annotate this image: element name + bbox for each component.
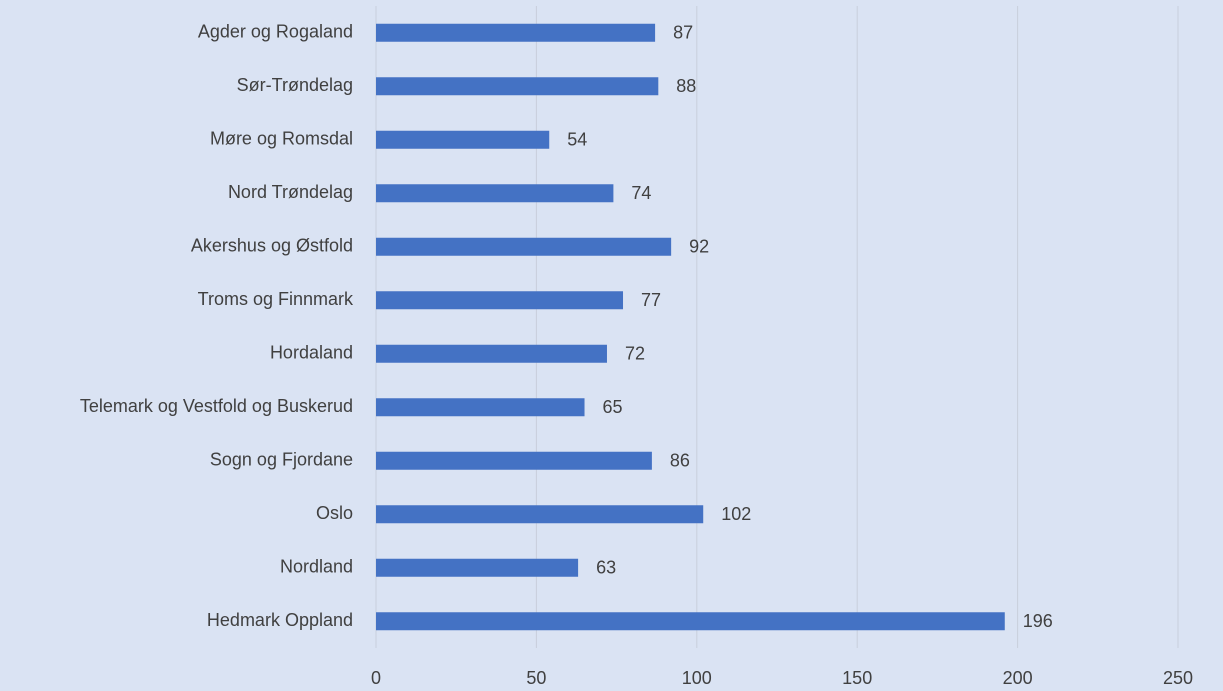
y-tick-label: Telemark og Vestfold og Buskerud xyxy=(80,396,353,416)
y-tick-label: Sør-Trøndelag xyxy=(237,75,353,95)
bar xyxy=(376,23,656,42)
x-tick-label: 0 xyxy=(371,668,381,688)
y-tick-label: Hedmark Oppland xyxy=(207,610,353,630)
x-tick-label: 50 xyxy=(526,668,546,688)
bar xyxy=(376,344,607,363)
bar xyxy=(376,612,1005,631)
bar xyxy=(376,291,624,310)
data-label: 65 xyxy=(603,397,623,417)
y-tick-label: Troms og Finnmark xyxy=(198,289,354,309)
data-label: 86 xyxy=(670,451,690,471)
y-tick-label: Nord Trøndelag xyxy=(228,182,353,202)
data-label: 54 xyxy=(567,130,587,150)
bar xyxy=(376,558,579,577)
data-label: 88 xyxy=(676,76,696,96)
data-label: 77 xyxy=(641,290,661,310)
y-tick-label: Nordland xyxy=(280,557,353,577)
y-tick-label: Oslo xyxy=(316,503,353,523)
x-tick-label: 250 xyxy=(1163,668,1193,688)
bar xyxy=(376,130,550,149)
data-label: 74 xyxy=(631,183,651,203)
bar xyxy=(376,184,614,203)
bar xyxy=(376,451,652,470)
y-tick-label: Møre og Romsdal xyxy=(210,129,353,149)
bar xyxy=(376,237,672,256)
bar xyxy=(376,398,585,417)
data-label: 102 xyxy=(721,504,751,524)
bar xyxy=(376,77,659,96)
data-label: 92 xyxy=(689,237,709,257)
bar xyxy=(376,505,704,524)
y-tick-label: Akershus og Østfold xyxy=(191,236,353,256)
data-label: 87 xyxy=(673,23,693,43)
y-tick-label: Agder og Rogaland xyxy=(198,22,353,42)
x-tick-label: 100 xyxy=(682,668,712,688)
y-tick-label: Hordaland xyxy=(270,343,353,363)
data-label: 63 xyxy=(596,558,616,578)
x-tick-label: 150 xyxy=(842,668,872,688)
data-label: 196 xyxy=(1023,611,1053,631)
x-tick-label: 200 xyxy=(1003,668,1033,688)
y-tick-label: Sogn og Fjordane xyxy=(210,450,353,470)
data-label: 72 xyxy=(625,344,645,364)
